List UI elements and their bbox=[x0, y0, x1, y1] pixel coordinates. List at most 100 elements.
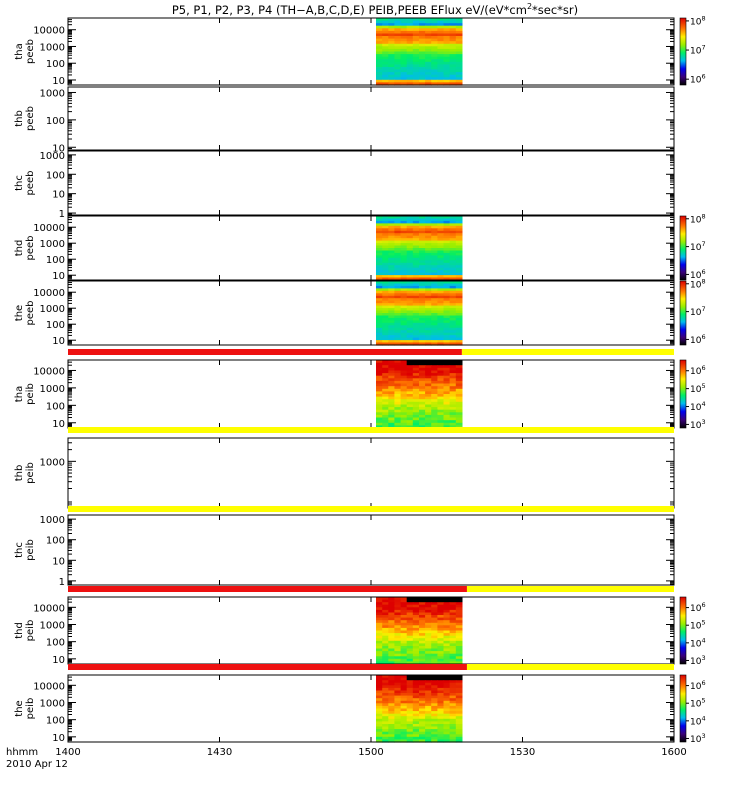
spectrogram-cell bbox=[455, 233, 463, 237]
spectrogram-cell bbox=[382, 677, 389, 681]
spectrogram-cell bbox=[412, 658, 420, 662]
spectrogram-cell bbox=[394, 308, 402, 312]
spectrogram-cell bbox=[394, 703, 402, 707]
spectrogram-cell bbox=[443, 322, 451, 326]
spectrogram-cell bbox=[431, 265, 438, 269]
spectrogram-cell bbox=[419, 288, 426, 292]
spectrogram-cell bbox=[376, 685, 383, 689]
spectrogram-cell bbox=[382, 235, 389, 239]
spectrogram-cell bbox=[412, 360, 420, 364]
spectrogram-cell bbox=[394, 79, 402, 83]
spectrogram-cell bbox=[382, 394, 389, 398]
spectrogram-cell bbox=[437, 233, 445, 237]
spectrogram-cell bbox=[406, 322, 414, 326]
spectrogram-cell bbox=[406, 238, 414, 242]
spectrogram-cell bbox=[382, 342, 389, 346]
spectrogram-cell bbox=[431, 340, 438, 344]
spectrogram-cell bbox=[437, 388, 445, 392]
spectrogram-cell bbox=[376, 300, 383, 304]
spectrogram-cell bbox=[455, 399, 463, 403]
spectrogram-cell bbox=[412, 72, 420, 76]
spectrogram-cell bbox=[382, 640, 389, 644]
spectrogram-cell bbox=[382, 48, 389, 53]
spectrogram-cell bbox=[455, 622, 463, 626]
spectrogram-cell bbox=[425, 407, 432, 411]
spectrogram-cell bbox=[437, 295, 445, 299]
spectrogram-cell bbox=[394, 609, 402, 614]
spectrogram-cell bbox=[382, 729, 389, 733]
spectrogram-cell bbox=[419, 409, 426, 413]
spectrogram-cell bbox=[425, 275, 432, 279]
spectrogram-cell bbox=[394, 235, 402, 239]
spectrogram-cell bbox=[406, 698, 414, 702]
spectrogram-cell bbox=[394, 288, 402, 292]
colorbar-tick-label: 103 bbox=[690, 654, 706, 667]
spectrogram-cell bbox=[382, 30, 389, 35]
spectrogram-cell bbox=[455, 252, 463, 256]
spectrogram-cell bbox=[400, 298, 408, 302]
spectrogram-cell bbox=[406, 599, 414, 603]
spectrogram-cell bbox=[400, 245, 408, 249]
spectrogram-cell bbox=[449, 305, 457, 309]
spectrogram-cell bbox=[388, 656, 395, 660]
spectrogram-cell bbox=[382, 18, 389, 22]
spectrogram-cell bbox=[400, 648, 408, 652]
spectrogram-cell bbox=[443, 370, 451, 374]
mode-bar-yellow bbox=[68, 506, 674, 512]
spectrogram-cell bbox=[443, 736, 451, 740]
spectrogram-cell bbox=[406, 690, 414, 694]
spectrogram-cell bbox=[437, 337, 445, 341]
spectrogram-cell bbox=[455, 248, 463, 252]
spectrogram-cell bbox=[412, 36, 420, 40]
spectrogram-cell bbox=[406, 607, 414, 611]
spectrogram-cell bbox=[425, 687, 432, 692]
spectrogram-cell bbox=[382, 69, 389, 73]
spectrogram-cell bbox=[425, 281, 432, 285]
spectrogram-cell bbox=[412, 597, 420, 601]
spectrogram-cell bbox=[406, 72, 414, 76]
spectrogram-cell bbox=[406, 731, 414, 735]
y-tick-label: 100 bbox=[46, 638, 65, 649]
spectrogram-cell bbox=[449, 718, 457, 722]
spectrogram-cell bbox=[400, 272, 408, 276]
spectrogram-cell bbox=[412, 288, 420, 292]
spectrogram-cell bbox=[382, 620, 389, 624]
spectrogram-cell bbox=[382, 675, 389, 679]
spectrogram-cell bbox=[412, 281, 420, 285]
spectrogram-cell bbox=[388, 265, 395, 269]
spectrogram-cell bbox=[376, 277, 383, 281]
spectrogram-cell bbox=[376, 322, 383, 326]
spectrogram-cell bbox=[431, 38, 438, 42]
spectrogram-cell bbox=[388, 275, 395, 279]
spectrogram-cell bbox=[406, 388, 414, 392]
spectrogram-cell bbox=[431, 248, 438, 252]
spectrogram-cell bbox=[455, 703, 463, 707]
colorbar-gradient bbox=[679, 674, 687, 743]
spectrogram-cell bbox=[376, 597, 383, 601]
spectrogram-cell bbox=[419, 604, 426, 608]
spectrogram-cell bbox=[406, 257, 414, 261]
spectrogram-cell bbox=[425, 399, 432, 403]
spectrogram-cell bbox=[406, 69, 414, 73]
spectrogram-cell bbox=[400, 46, 408, 50]
spectrogram-cell bbox=[412, 362, 420, 366]
spectrogram-cell bbox=[376, 330, 383, 334]
spectrogram-cell bbox=[455, 295, 463, 299]
spectrogram-cell bbox=[419, 317, 426, 321]
spectrogram-cell bbox=[431, 362, 438, 366]
spectrogram-cell bbox=[419, 315, 426, 319]
spectrogram-cell bbox=[400, 695, 408, 699]
spectrogram-cell bbox=[406, 736, 414, 740]
spectrogram-cell bbox=[376, 18, 383, 22]
spectrogram-cell bbox=[419, 404, 426, 408]
spectrogram-cell bbox=[388, 18, 395, 22]
spectrogram-cell bbox=[449, 607, 457, 611]
spectrogram-cell bbox=[455, 362, 463, 366]
colorbar-tick-label: 105 bbox=[690, 619, 706, 632]
spectrogram-cell bbox=[376, 695, 383, 699]
spectrogram-cell bbox=[376, 72, 383, 76]
spectrogram-cell bbox=[419, 277, 426, 281]
spectrogram-cell bbox=[419, 640, 426, 644]
spectrogram-cell bbox=[425, 243, 432, 247]
